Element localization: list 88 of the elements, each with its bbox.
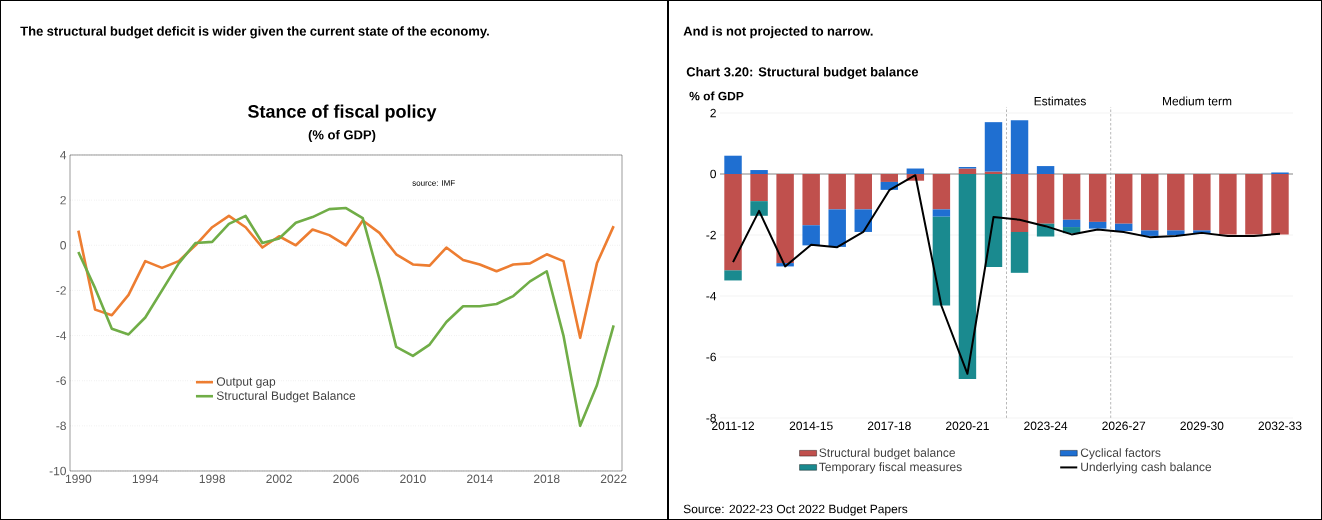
bar — [724, 270, 742, 281]
line-series — [732, 174, 1281, 375]
legend-label: Cyclical factors — [1080, 448, 1161, 460]
y-tick-label: -6 — [706, 352, 716, 362]
bar — [932, 174, 951, 210]
text: Medium term — [1162, 96, 1232, 106]
bar — [958, 174, 977, 379]
bar — [854, 174, 872, 210]
x-tick-label: 2026-27 — [1102, 421, 1146, 431]
bar — [1141, 174, 1159, 231]
bar — [1010, 120, 1029, 174]
y-tick-label: 0 — [60, 241, 67, 250]
x-tick-label: 1998 — [199, 474, 225, 484]
bar — [1088, 174, 1107, 222]
legend-label: Structural budget balance — [819, 448, 955, 460]
bar — [750, 170, 768, 174]
bar — [1036, 174, 1055, 224]
y-tick-label: -10 — [49, 466, 67, 476]
x-tick-label: 2006 — [333, 474, 359, 484]
source-note: Source: 2022-23 Oct 2022 Budget Papers — [683, 504, 908, 516]
y-axis-title: % of GDP — [689, 91, 744, 101]
x-tick-label: 2017-18 — [867, 421, 911, 431]
bar — [1062, 219, 1081, 228]
bar — [828, 174, 846, 210]
bar — [932, 216, 951, 306]
bar — [984, 122, 1003, 172]
bar — [776, 174, 794, 264]
bar — [880, 174, 899, 182]
bar — [724, 174, 742, 271]
x-tick-label: 2014 — [467, 474, 493, 484]
bar — [1141, 230, 1159, 236]
y-tick-label: -6 — [56, 376, 66, 385]
x-tick-label: 2020-21 — [946, 421, 989, 431]
y-tick-label: -2 — [56, 286, 66, 295]
x-tick-label: 2022 — [600, 474, 627, 484]
text: Estimates — [1034, 96, 1086, 106]
y-tick-label: -4 — [56, 331, 67, 340]
bar — [1271, 174, 1289, 235]
y-tick-label: 4 — [60, 150, 67, 160]
bar — [1062, 174, 1081, 220]
bar — [984, 174, 1003, 268]
bar — [750, 201, 768, 216]
annotation: source: IMF — [412, 180, 455, 186]
bar — [724, 155, 742, 174]
chart-title: The structural budget deficit is wider given the current state of the economy. — [20, 26, 489, 39]
x-tick-label: 2002 — [266, 474, 292, 484]
y-tick-label: 2 — [710, 108, 716, 118]
legend-label: Output gap — [216, 377, 276, 389]
bar — [1010, 231, 1029, 273]
legend-label: Underlying cash balance — [1081, 462, 1212, 474]
chart-subtitle: Chart 3.20: Structural budget balance — [686, 66, 919, 80]
bar — [1167, 174, 1185, 231]
bar — [1036, 166, 1055, 174]
x-tick-label: 2014-15 — [789, 421, 833, 431]
chart-subtitle: Stance of fiscal policy — [247, 104, 437, 122]
bar — [1193, 174, 1211, 231]
text: (% of GDP) — [308, 129, 376, 143]
line-series — [77, 214, 615, 340]
x-tick-label: 2032-33 — [1258, 421, 1302, 431]
bar — [1245, 174, 1263, 235]
bar — [1167, 230, 1185, 235]
x-tick-label: 2018 — [533, 474, 560, 484]
bar — [802, 225, 820, 246]
y-tick-label: -4 — [706, 291, 717, 301]
bar — [1088, 221, 1107, 229]
x-tick-label: 2010 — [400, 474, 426, 484]
y-tick-label: -8 — [706, 413, 716, 423]
legend-label: Structural Budget Balance — [216, 391, 356, 403]
bar — [828, 209, 846, 247]
x-tick-label: 2029-30 — [1180, 421, 1224, 431]
x-tick-label: 1990 — [65, 474, 92, 484]
chart-title: And is not projected to narrow. — [683, 26, 873, 39]
x-tick-label: 2011-12 — [712, 421, 754, 431]
bar — [1219, 174, 1237, 235]
x-tick-label: 1994 — [132, 474, 159, 484]
bar — [750, 174, 768, 202]
y-tick-label: -2 — [706, 230, 716, 240]
bar — [1114, 174, 1133, 224]
bar — [1114, 223, 1133, 232]
y-tick-label: 0 — [710, 169, 717, 179]
bar — [854, 209, 872, 232]
bar — [1010, 174, 1029, 232]
y-tick-label: -8 — [56, 421, 66, 431]
legend-label: Temporary fiscal measures — [819, 462, 962, 474]
bar — [932, 209, 951, 217]
x-tick-label: 2023-24 — [1024, 421, 1068, 431]
y-tick-label: 2 — [60, 195, 66, 205]
bar — [802, 174, 820, 226]
